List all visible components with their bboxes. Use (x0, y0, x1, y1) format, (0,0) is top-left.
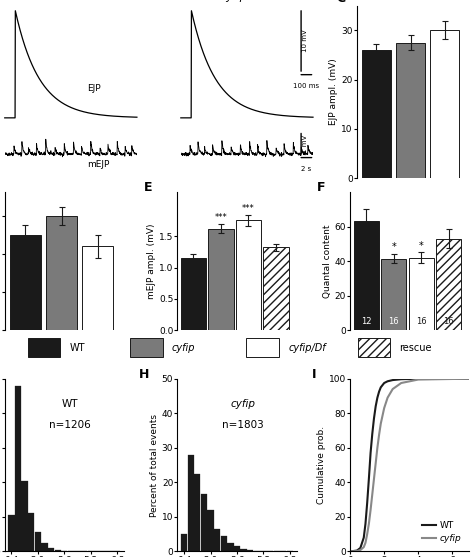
Bar (430, 30, 459, 178)
Text: ***: *** (242, 204, 255, 213)
Y-axis label: Percent of total events: Percent of total events (150, 413, 159, 516)
Legend: WT, cyfip: WT, cyfip (419, 517, 465, 547)
Bar (41, 543, 47, 551)
Text: *: * (419, 241, 424, 251)
Bar (381, 258, 406, 330)
Text: n=1206: n=1206 (49, 420, 91, 430)
Bar (82, 246, 113, 330)
Bar (220, 536, 227, 551)
Text: 16: 16 (416, 317, 427, 326)
Bar (181, 258, 206, 330)
Text: WT: WT (45, 0, 62, 2)
Bar (46, 216, 77, 330)
Bar (48, 548, 54, 551)
Bar (396, 42, 425, 178)
Text: 12: 12 (361, 317, 372, 326)
Text: C: C (337, 0, 346, 5)
Bar (21, 481, 28, 551)
Bar (358, 338, 390, 357)
Bar (207, 510, 214, 551)
Y-axis label: mEJP ampl. (mV): mEJP ampl. (mV) (147, 223, 156, 299)
Bar (214, 529, 220, 551)
Bar (409, 258, 434, 330)
Bar (181, 534, 187, 551)
Bar (362, 50, 391, 178)
Bar (246, 338, 279, 357)
Text: I: I (312, 368, 317, 382)
Text: rescue: rescue (400, 343, 432, 353)
Bar (354, 222, 379, 330)
Bar (15, 385, 21, 551)
Bar (209, 228, 234, 330)
Text: mEJP: mEJP (87, 160, 109, 169)
Bar (188, 455, 194, 551)
Bar (28, 338, 61, 357)
Y-axis label: EJP ampl. (mV): EJP ampl. (mV) (329, 58, 338, 125)
Y-axis label: Quantal content: Quantal content (323, 224, 332, 298)
Bar (130, 338, 163, 357)
Bar (227, 543, 234, 551)
Bar (201, 495, 207, 551)
Text: 1 mV: 1 mV (302, 135, 308, 153)
Text: WT: WT (70, 343, 85, 353)
Text: EJP: EJP (87, 84, 100, 93)
Text: E: E (144, 181, 153, 194)
Text: 100 ms: 100 ms (293, 84, 319, 89)
Bar (28, 514, 35, 551)
Text: cyfip: cyfip (172, 343, 195, 353)
Text: cyfip: cyfip (220, 0, 247, 2)
Text: cyfip: cyfip (230, 399, 255, 409)
Bar (194, 473, 201, 551)
Text: H: H (139, 368, 150, 382)
Text: 2 s: 2 s (301, 166, 311, 172)
Bar (247, 550, 254, 551)
Bar (234, 546, 240, 551)
Text: F: F (317, 181, 325, 194)
Y-axis label: Cumulative prob.: Cumulative prob. (317, 426, 326, 504)
Bar (55, 550, 61, 551)
Text: *: * (392, 242, 396, 252)
Text: 10 mV: 10 mV (302, 30, 308, 52)
Text: cyfip/Df: cyfip/Df (288, 343, 326, 353)
Bar (10, 235, 41, 330)
Bar (35, 532, 41, 551)
Text: WT: WT (62, 399, 79, 409)
Bar (236, 221, 261, 330)
Bar (240, 549, 247, 551)
Bar (436, 239, 461, 330)
Text: n=1803: n=1803 (222, 420, 264, 430)
Text: 16: 16 (443, 317, 454, 326)
Bar (264, 247, 289, 330)
Text: 16: 16 (388, 317, 399, 326)
Bar (8, 515, 15, 551)
Text: ***: *** (215, 213, 228, 222)
